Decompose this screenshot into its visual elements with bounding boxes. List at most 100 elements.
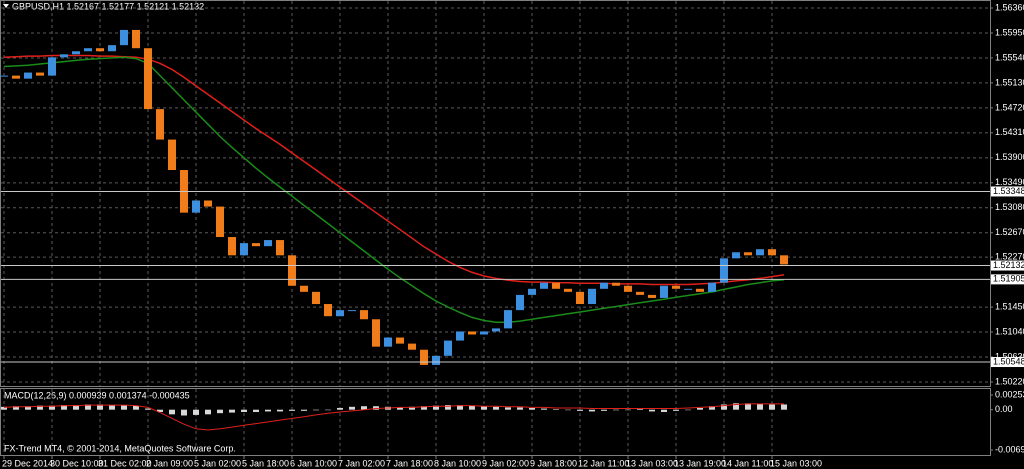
x-tick-label: 9 Jan 02:00 [482,458,529,468]
x-tick-label: 31 Dec 02:00 [98,458,152,468]
macd-bar [13,406,19,410]
x-tick-label: 6 Jan 10:00 [290,458,337,468]
x-tick-label: 5 Jan 02:00 [194,458,241,468]
price-bar [480,331,488,335]
price-bar [324,304,332,317]
price-bar [12,75,20,79]
macd-bar [25,406,31,410]
price-bar [288,255,296,286]
macd-bar [169,409,175,415]
price-bar [60,54,68,58]
price-bar [36,72,44,76]
price-bar [408,343,416,350]
macd-bar [517,407,523,410]
price-bar [312,291,320,305]
x-tick-label: 7 Jan 18:00 [386,458,433,468]
macd-bar [181,409,187,416]
price-bar [720,258,728,283]
price-bar [156,109,164,140]
x-tick-label: 9 Jan 18:00 [530,458,577,468]
macd-bar [601,409,607,411]
macd-bar [109,405,115,410]
macd-bar [625,409,631,411]
price-bar [696,288,704,292]
macd-bar [481,406,487,410]
macd-bar [781,404,787,410]
x-tick-label: 13 Jan 03:00 [626,458,678,468]
price-bar [588,288,596,305]
macd-bar [277,409,283,412]
macd-bar [649,409,655,412]
main-frame [0,0,991,387]
y-tick-label: 1.50630 [995,351,1024,361]
y-tick-label: 1.51040 [995,326,1024,336]
price-bar [132,29,140,49]
price-bar [648,294,656,298]
y-tick-label: 1.50220 [995,376,1024,386]
x-tick-label: 15 Jan 03:00 [770,458,822,468]
macd-bar [1,406,7,410]
price-bar [276,240,284,256]
macd-bar [613,409,619,411]
macd-bar [349,406,355,410]
price-bar [384,337,392,347]
macd-bar [193,409,199,415]
price-bar [432,355,440,365]
price-bar [336,310,344,317]
price-level-label: 1.53348 [993,186,1024,196]
y-tick-label: 0.00 [995,404,1013,414]
macd-bar [769,404,775,410]
macd-bar [289,409,295,411]
y-tick-label: 1.55540 [995,52,1024,62]
price-bar [444,340,452,356]
price-bar [192,200,200,213]
macd-bar [49,405,55,410]
macd-bar [301,409,307,411]
price-bar [756,249,764,256]
price-bar [420,349,428,365]
menu-arrow[interactable] [3,4,9,8]
macd-bar [373,406,379,410]
macd-bar [469,405,475,410]
price-bar [204,200,212,207]
x-tick-label: 5 Jan 18:00 [242,458,289,468]
x-tick-label: 7 Jan 02:00 [338,458,385,468]
macd-bar [265,409,271,412]
price-bar [504,310,512,329]
macd-signal [3,403,784,431]
y-tick-label: 1.53490 [995,177,1024,187]
macd-bar [445,405,451,410]
moving-average [3,56,785,324]
price-bar [636,291,644,295]
chart-title: GBPUSD,H1 1.52167 1.52177 1.52121 1.5213… [12,1,204,11]
price-level-tag [991,274,1024,285]
x-tick-label: 2 Jan 09:00 [146,458,193,468]
macd-bar [337,407,343,410]
price-level-label: 1.51905 [993,274,1024,284]
price-bar [516,294,524,311]
macd-bar [745,403,751,410]
macd-bar [85,404,91,410]
price-bar [48,57,56,76]
price-bar [468,331,476,335]
macd-bar [661,409,667,413]
y-tick-label: -0.006953 [995,444,1024,454]
macd-bar [133,405,139,410]
price-bar [732,252,740,259]
price-level-tag [991,260,1024,271]
y-tick-label: 1.52670 [995,227,1024,237]
price-level-label: 1.52132 [993,260,1024,270]
y-tick-label: 1.53080 [995,202,1024,212]
price-bar [612,282,620,286]
macd-bar [73,405,79,410]
macd-bar [541,408,547,410]
price-bar [228,237,236,256]
price-bar [216,206,224,238]
price-bar [360,310,368,320]
macd-bar [241,409,247,413]
macd-bar [457,405,463,410]
macd-title: MACD(12,26,9) 0.000939 0.001374 -0.00043… [4,390,190,400]
macd-bar [565,409,571,411]
price-bar [348,310,356,312]
